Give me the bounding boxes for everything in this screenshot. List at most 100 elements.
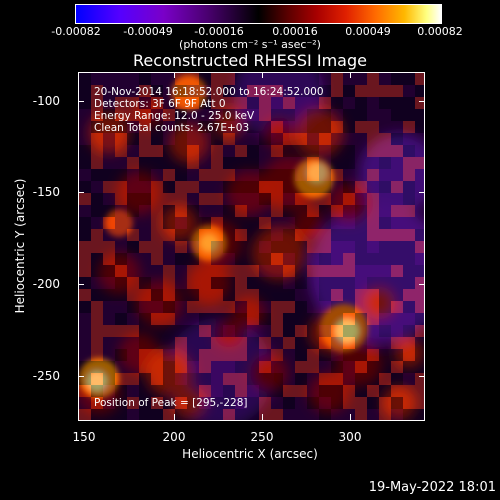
image-pixel [343, 193, 355, 205]
image-pixel [91, 85, 103, 97]
image-pixel [163, 133, 175, 145]
image-pixel [103, 289, 115, 301]
image-pixel [319, 265, 331, 277]
image-pixel [295, 277, 307, 289]
x-axis-label: Heliocentric X (arcsec) [182, 447, 318, 461]
image-pixel [175, 205, 187, 217]
image-pixel [283, 361, 295, 373]
image-pixel [187, 397, 199, 409]
image-pixel [115, 349, 127, 361]
image-pixel [295, 133, 307, 145]
image-pixel [379, 109, 391, 121]
image-pixel [283, 205, 295, 217]
image-pixel [415, 181, 424, 193]
image-pixel [103, 373, 115, 385]
image-pixel [163, 217, 175, 229]
image-pixel [211, 85, 223, 97]
image-pixel [163, 205, 175, 217]
image-pixel [199, 277, 211, 289]
image-pixel [391, 301, 403, 313]
image-pixel [175, 97, 187, 109]
image-pixel [79, 205, 91, 217]
image-pixel [223, 313, 235, 325]
image-pixel [79, 349, 91, 361]
image-pixel [127, 85, 139, 97]
image-pixel [319, 121, 331, 133]
image-pixel [103, 241, 115, 253]
image-pixel [259, 337, 271, 349]
image-pixel [391, 217, 403, 229]
image-pixel [367, 145, 379, 157]
image-pixel [355, 217, 367, 229]
image-pixel [235, 85, 247, 97]
image-blob [335, 319, 359, 343]
image-pixel [91, 205, 103, 217]
image-pixel [79, 181, 91, 193]
image-pixel [343, 85, 355, 97]
image-pixel [199, 169, 211, 181]
image-pixel [319, 217, 331, 229]
image-pixel [211, 361, 223, 373]
image-pixel [115, 337, 127, 349]
image-pixel [139, 109, 151, 121]
image-pixel [331, 217, 343, 229]
image-pixel [355, 193, 367, 205]
image-pixel [199, 289, 211, 301]
image-pixel [259, 385, 271, 397]
image-pixel [391, 385, 403, 397]
image-pixel [175, 217, 187, 229]
image-pixel [247, 397, 259, 409]
image-pixel [391, 313, 403, 325]
y-tick-label: -250 [32, 369, 60, 383]
image-pixel [199, 409, 211, 420]
image-pixel [235, 109, 247, 121]
image-pixel [79, 409, 91, 420]
image-pixel [271, 181, 283, 193]
image-pixel [259, 301, 271, 313]
image-pixel [199, 373, 211, 385]
image-pixel [175, 397, 187, 409]
image-pixel [163, 277, 175, 289]
image-pixel [367, 157, 379, 169]
image-pixel [403, 133, 415, 145]
image-pixel [355, 349, 367, 361]
image-pixel [343, 385, 355, 397]
image-pixel [103, 349, 115, 361]
image-pixel [163, 361, 175, 373]
image-pixel [343, 301, 355, 313]
image-pixel [271, 145, 283, 157]
image-pixel [211, 241, 223, 253]
image-pixel [91, 409, 103, 420]
image-pixel [379, 97, 391, 109]
image-pixel [103, 145, 115, 157]
image-pixel [163, 337, 175, 349]
image-pixel [127, 301, 139, 313]
image-pixel [151, 337, 163, 349]
image-pixel [343, 241, 355, 253]
image-pixel [151, 193, 163, 205]
x-tick-mark [174, 414, 175, 420]
image-pixel [319, 193, 331, 205]
image-blob [263, 117, 295, 149]
image-pixel [187, 337, 199, 349]
image-pixel [223, 217, 235, 229]
image-pixel [127, 121, 139, 133]
image-pixel [379, 409, 391, 420]
image-pixel [187, 157, 199, 169]
image-pixel [343, 169, 355, 181]
image-pixel [259, 109, 271, 121]
image-pixel [259, 325, 271, 337]
image-pixel [79, 217, 91, 229]
image-pixel [271, 265, 283, 277]
image-pixel [115, 241, 127, 253]
image-pixel [127, 73, 139, 85]
image-pixel [319, 181, 331, 193]
image-blob [116, 170, 162, 216]
image-pixel [271, 409, 283, 420]
image-pixel [139, 253, 151, 265]
image-pixel [175, 301, 187, 313]
image-pixel [139, 409, 151, 420]
colorbar [75, 4, 442, 24]
image-pixel [235, 289, 247, 301]
image-blob [133, 97, 165, 129]
